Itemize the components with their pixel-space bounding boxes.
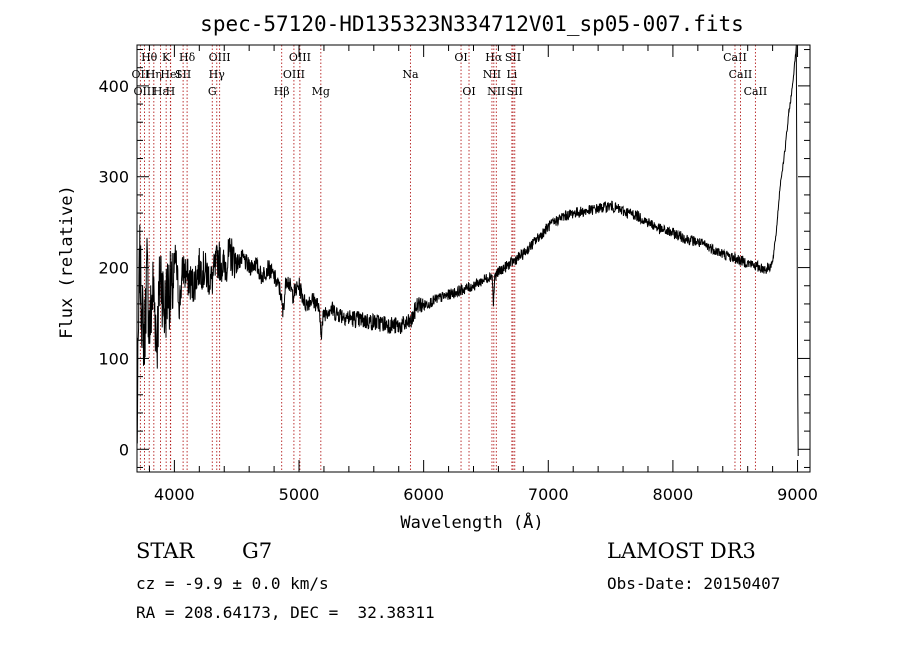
line-marker-label: Na [402,68,419,81]
line-marker-label: NII [483,68,501,81]
line-marker-label: Li [506,68,517,81]
x-tick-label: 7000 [528,485,569,504]
line-marker-label: Hε [153,85,169,98]
coordinates: RA = 208.64173, DEC = 32.38311 [136,603,435,622]
y-tick-label: 300 [98,168,129,187]
object-subclass: G7 [242,539,273,563]
chart-title: spec-57120-HD135323N334712V01_sp05-007.f… [200,12,744,36]
line-marker-label: OIII [209,51,231,64]
line-marker-label: Hβ [274,85,290,98]
x-axis-label: Wavelength (Å) [400,511,543,533]
y-tick-label: 400 [98,77,129,96]
line-marker-label: OIII [283,68,305,81]
line-marker-label: OI [462,85,475,98]
x-tick-label: 6000 [403,485,444,504]
x-axis: 4000 5000 6000 7000 8000 9000 [148,45,818,504]
line-marker-label: G [208,85,217,98]
line-marker-label: CaII [729,68,753,81]
line-marker-label: SII [505,51,521,64]
line-marker-label: Hγ [209,68,226,81]
spectrum-line [136,44,799,457]
line-marker-label: NII [487,85,505,98]
line-marker-label: H [166,85,176,98]
survey-name: LAMOST DR3 [607,539,756,563]
line-marker-label: OIII [133,85,155,98]
line-marker-label: CaII [723,51,747,64]
redshift-velocity: cz = -9.9 ± 0.0 km/s [136,574,329,593]
line-marker-label: SII [175,68,191,81]
line-marker-label: Hη [146,68,162,81]
y-tick-label: 0 [119,440,129,459]
y-tick-label: 100 [98,349,129,368]
observation-date: Obs-Date: 20150407 [607,574,781,593]
x-tick-label: 9000 [777,485,818,504]
x-tick-label: 4000 [154,485,195,504]
x-tick-label: 5000 [279,485,320,504]
line-marker-label: CaII [744,85,768,98]
x-tick-label: 8000 [653,485,694,504]
line-marker-label: Hθ [141,51,158,64]
y-tick-label: 200 [98,259,129,278]
y-axis: 0 100 200 300 400 [98,49,810,468]
line-marker-label: OIII [289,51,311,64]
line-marker-label: Hα [485,51,503,64]
line-marker-label: Hδ [179,51,196,64]
spectrum-series [136,44,799,457]
line-marker-label: OI [454,51,467,64]
line-marker-label: SII [507,85,523,98]
line-marker-label: K [162,51,171,64]
object-class: STAR [136,539,195,563]
y-axis-label: Flux (relative) [57,185,77,339]
line-marker-label: Mg [312,85,330,98]
